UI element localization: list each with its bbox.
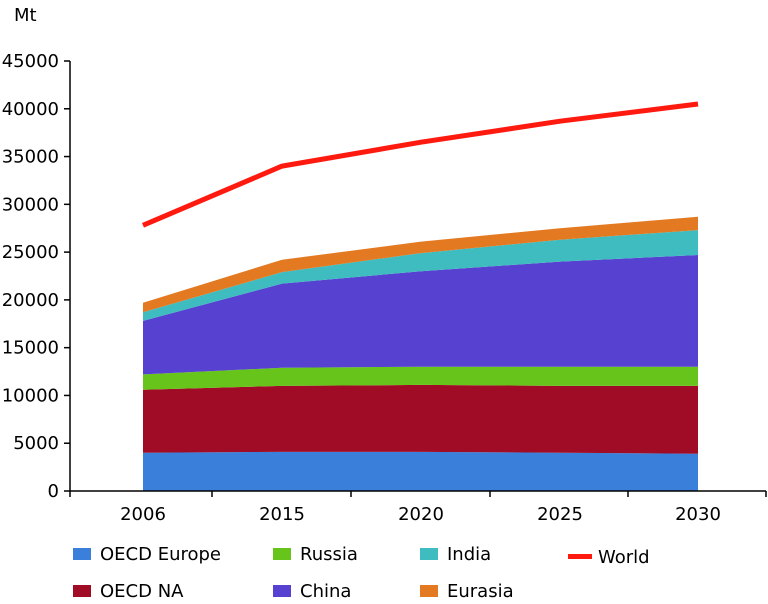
y-tick-label: 20000 [2,290,59,311]
y-unit-label: Mt [14,5,37,26]
legend-label-india: India [447,544,491,565]
x-tick-label: 2030 [675,504,721,525]
y-tick-label: 30000 [2,194,59,215]
legend-label-world: World [598,547,650,568]
world-line-layer [142,101,699,228]
area-oecd-europe [143,451,698,491]
line-world [142,101,699,228]
legend: OECD Europe Russia India World OECD NA China E… [73,544,650,602]
area-layers [143,216,698,491]
x-tick-label: 2020 [398,504,444,525]
area-russia [143,366,698,390]
legend-swatch-oecd-na [73,585,91,597]
area-china [143,254,698,375]
x-tick-label: 2006 [120,504,166,525]
legend-swatch-china [273,585,291,597]
legend-swatch-russia [273,548,291,560]
x-tick-label: 2015 [259,504,305,525]
legend-label-china: China [300,581,351,602]
y-tick-label: 25000 [2,242,59,263]
legend-swatch-india [420,548,438,560]
area-oecd-na [143,384,698,454]
legend-label-russia: Russia [300,544,358,565]
y-tick-label: 45000 [2,51,59,72]
legend-label-eurasia: Eurasia [447,581,514,602]
axes [69,61,766,492]
y-tick-label: 10000 [2,385,59,406]
legend-label-oecd-europe: OECD Europe [100,544,221,565]
x-ticks: 2006 2015 2020 2025 2030 [69,491,767,525]
y-tick-label: 5000 [13,433,59,454]
area-india [143,230,698,321]
area-eurasia [143,216,698,313]
legend-swatch-oecd-europe [73,548,91,560]
legend-swatch-eurasia [420,585,438,597]
y-tick-label: 35000 [2,147,59,168]
x-tick-label: 2025 [537,504,583,525]
y-tick-label: 15000 [2,338,59,359]
legend-swatch-world [568,554,592,559]
y-ticks: 0 5000 10000 15000 20000 25000 30000 35000 40000… [2,51,70,502]
y-tick-label: 40000 [2,99,59,120]
legend-label-oecd-na: OECD NA [100,581,184,602]
y-tick-label: 0 [48,481,59,502]
